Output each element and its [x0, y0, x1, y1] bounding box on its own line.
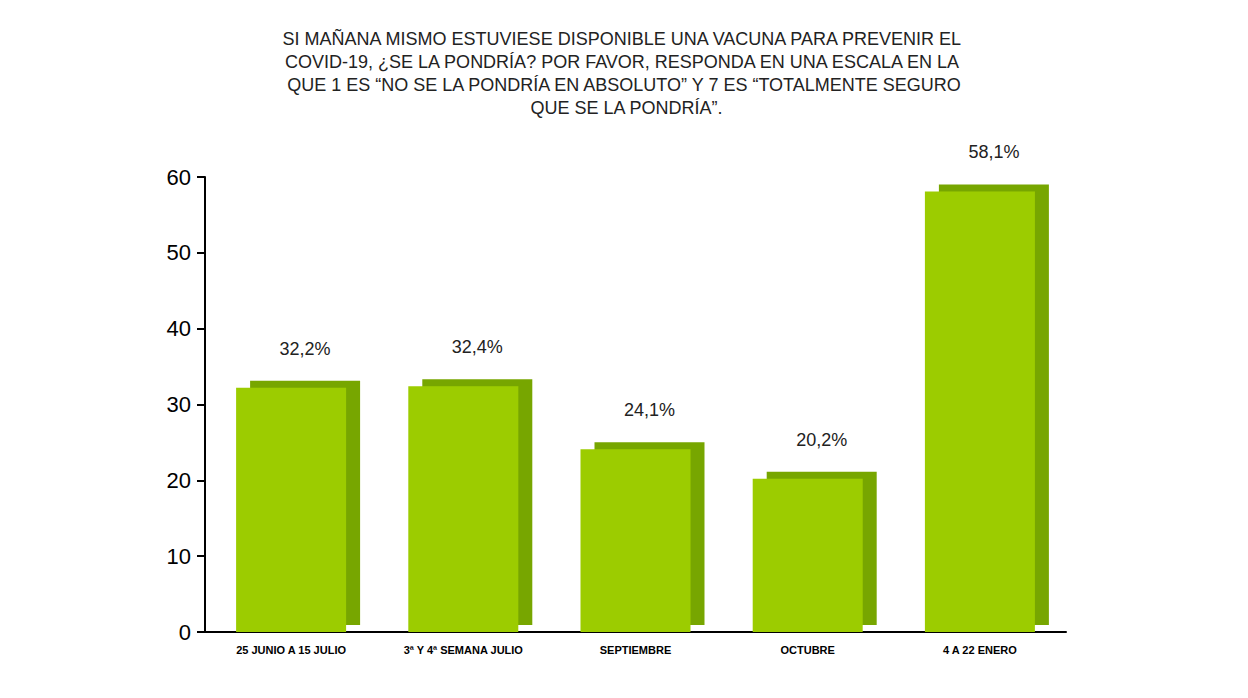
svg-text:32,4%: 32,4% — [452, 337, 503, 357]
svg-text:4 A 22 ENERO: 4 A 22 ENERO — [943, 644, 1017, 656]
svg-text:OCTUBRE: OCTUBRE — [781, 644, 835, 656]
svg-text:25 JUNIO A 15 JULIO: 25 JUNIO A 15 JULIO — [236, 644, 346, 656]
svg-text:58,1%: 58,1% — [968, 142, 1019, 162]
svg-text:QUE 1 ES “NO SE LA PONDRÍA EN: QUE 1 ES “NO SE LA PONDRÍA EN ABSOLUTO” … — [287, 75, 961, 95]
svg-text:0: 0 — [179, 620, 191, 645]
svg-text:COVID-19, ¿SE LA PONDRÍA? POR: COVID-19, ¿SE LA PONDRÍA? POR FAVOR, RES… — [285, 52, 963, 72]
svg-text:60: 60 — [167, 165, 191, 190]
svg-text:20: 20 — [167, 468, 191, 493]
svg-text:40: 40 — [167, 316, 191, 341]
svg-text:30: 30 — [167, 392, 191, 417]
svg-text:3ª Y 4ª SEMANA JULIO: 3ª Y 4ª SEMANA JULIO — [404, 644, 524, 656]
svg-text:32,2%: 32,2% — [280, 339, 331, 359]
svg-text:20,2%: 20,2% — [796, 430, 847, 450]
svg-text:QUE SE LA PONDRÍA”.: QUE SE LA PONDRÍA”. — [525, 98, 722, 118]
svg-text:24,1%: 24,1% — [624, 400, 675, 420]
svg-text:50: 50 — [167, 240, 191, 265]
svg-text:SEPTIEMBRE: SEPTIEMBRE — [600, 644, 672, 656]
svg-text:SI MAÑANA MISMO ESTUVIESE DISP: SI MAÑANA MISMO ESTUVIESE DISPONIBLE UNA… — [283, 28, 966, 49]
svg-text:10: 10 — [167, 544, 191, 569]
